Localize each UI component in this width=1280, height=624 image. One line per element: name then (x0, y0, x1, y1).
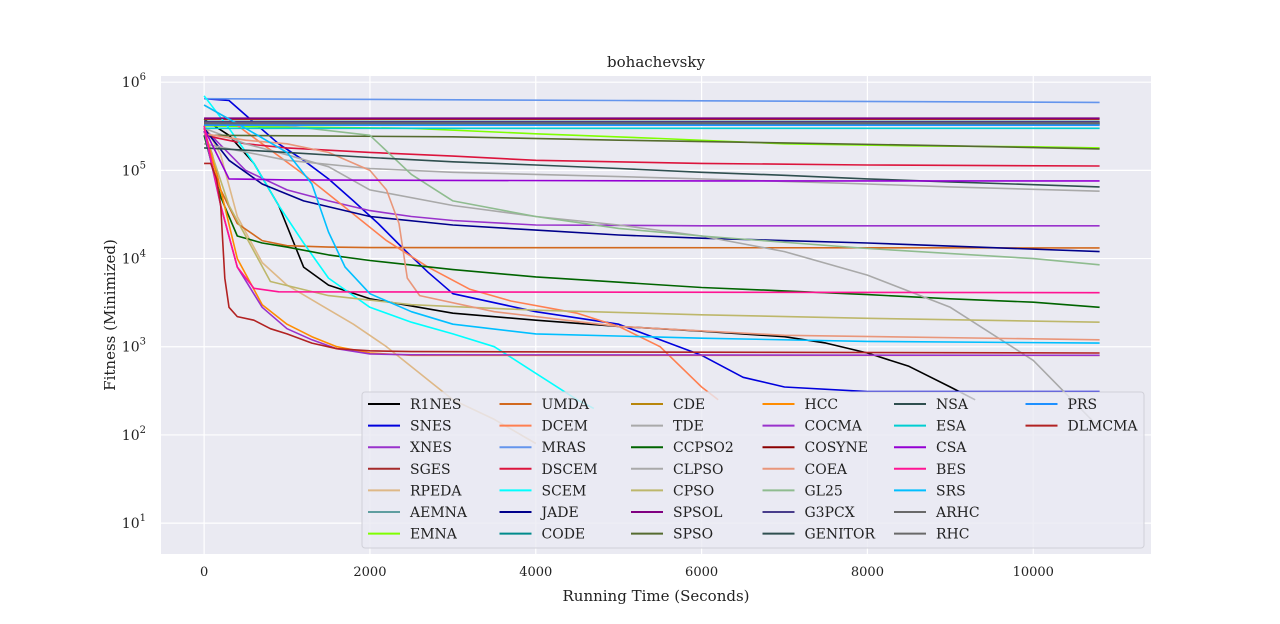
series-line-dscem (203, 134, 1100, 167)
y-tick-label: 106 (122, 72, 146, 91)
legend-label: COEA (805, 462, 848, 478)
legend-label: JADE (540, 505, 579, 521)
legend-label: XNES (410, 440, 452, 456)
y-tick-labels: 101 102 103 104 105 106 (122, 72, 146, 532)
legend-label: DSCEM (542, 462, 598, 478)
y-tick-label: 104 (122, 249, 146, 268)
legend-label: CSA (936, 440, 967, 456)
legend-label: SGES (410, 462, 451, 478)
legend-label: CODE (542, 527, 586, 543)
x-tick-label: 2000 (353, 565, 386, 580)
legend-label: G3PCX (805, 505, 855, 521)
legend-label: EMNA (410, 527, 458, 543)
x-tick-label: 8000 (851, 565, 884, 580)
series-line-dlmcma (204, 162, 1100, 354)
legend-label: RPEDA (410, 483, 462, 499)
legend-label: SPSO (673, 527, 713, 543)
legend-label: HCC (805, 397, 839, 413)
legend-label: SNES (410, 419, 452, 435)
series-line-gl25 (204, 123, 1100, 266)
legend-label: TDE (673, 419, 704, 435)
legend-label: PRS (1068, 397, 1098, 413)
y-tick-label: 103 (122, 337, 146, 356)
legend-label: GENITOR (805, 527, 876, 543)
legend-label: R1NES (410, 397, 462, 413)
legend-label: NSA (936, 397, 969, 413)
legend-label: UMDA (542, 397, 590, 413)
legend-label: MRAS (542, 440, 587, 456)
legend-label: DLMCMA (1068, 419, 1139, 435)
x-tick-labels: 0 2000 4000 6000 8000 10000 (200, 565, 1054, 580)
legend-label: BES (936, 462, 966, 478)
legend-label: COSYNE (805, 440, 869, 456)
series-line-tde (203, 143, 1100, 192)
series-line-ccpso2 (203, 135, 1100, 309)
series-line-genitor (204, 147, 1100, 188)
legend-label: SPSOL (673, 505, 722, 521)
y-axis-label: Fitness (Minimized) (101, 239, 119, 391)
legend-label: AEMNA (409, 505, 468, 521)
legend-label: RHC (936, 527, 969, 543)
x-tick-label: 6000 (685, 565, 718, 580)
series-line-xnes (203, 127, 1100, 227)
series-line-spso (204, 134, 1100, 150)
legend-box (361, 391, 1145, 549)
legend-label: CLPSO (673, 462, 724, 478)
series-line-cpso (203, 130, 1100, 323)
legend-label: COCMA (805, 419, 863, 435)
chart-title: bohachevsky (607, 53, 705, 71)
legend-label: CCPSO2 (673, 440, 734, 456)
x-axis-label: Running Time (Seconds) (562, 587, 749, 605)
legend-label: SRS (936, 483, 966, 499)
legend-label: CPSO (673, 483, 714, 499)
series-line-scem (203, 95, 595, 410)
legend-label: ESA (936, 419, 967, 435)
series-line-srs (203, 104, 1100, 344)
legend-label: CDE (673, 397, 705, 413)
series-line-csa (203, 127, 1100, 182)
y-tick-label: 102 (122, 425, 146, 444)
legend: R1NES SNES XNES SGES RPEDA AEMNA EMNA UMDA DCEM M… (361, 391, 1145, 549)
series-line-mras (204, 97, 1100, 104)
legend-label: GL25 (805, 483, 843, 499)
x-tick-label: 10000 (1013, 565, 1054, 580)
legend-label: DCEM (542, 419, 589, 435)
series-line-dcem (203, 104, 719, 401)
legend-label: SCEM (542, 483, 587, 499)
x-tick-label: 4000 (519, 565, 552, 580)
y-tick-label: 105 (122, 160, 146, 179)
series-line-coea (203, 133, 1100, 341)
x-tick-label: 0 (200, 565, 208, 580)
series-line-clpso (203, 127, 1101, 429)
y-tick-label: 101 (122, 513, 146, 532)
series-layer (203, 95, 1101, 445)
legend-label: ARHC (935, 505, 980, 521)
